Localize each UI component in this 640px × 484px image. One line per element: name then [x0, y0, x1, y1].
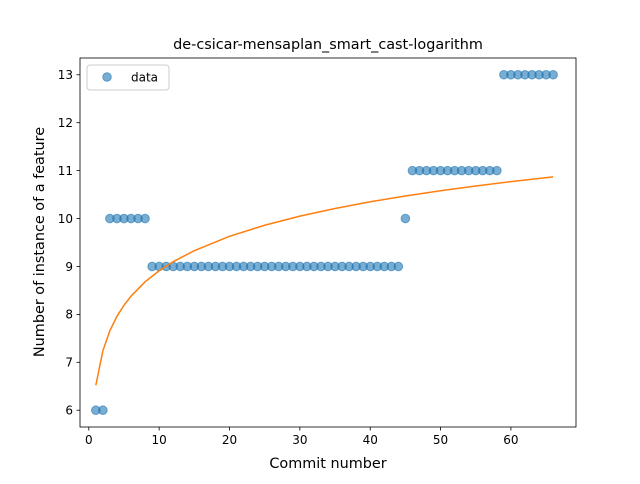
x-axis: 0 10 20 30 40 50 60	[85, 427, 519, 447]
y-tick-label: 12	[58, 116, 73, 130]
x-tick-label: 0	[85, 433, 93, 447]
legend: data	[86, 64, 170, 91]
x-tick-label: 10	[152, 433, 167, 447]
data-point	[548, 69, 558, 80]
x-tick-label: 60	[503, 433, 518, 447]
data-point	[393, 261, 404, 272]
x-tick-label: 50	[433, 433, 448, 447]
y-tick-label: 6	[65, 404, 73, 418]
data-point	[140, 213, 150, 224]
y-tick-label: 11	[58, 164, 73, 178]
plot-frame	[79, 57, 577, 428]
y-axis: 6 7 8 9 10 11 12 13	[58, 68, 80, 418]
plot-area	[79, 57, 577, 428]
y-axis-label: Number of instance of a feature	[32, 127, 48, 357]
legend-box	[86, 64, 170, 91]
y-tick-label: 10	[58, 212, 73, 226]
fit-line	[95, 176, 554, 386]
x-tick-label: 40	[363, 433, 378, 447]
x-tick-label: 20	[222, 433, 237, 447]
x-tick-label: 30	[292, 433, 307, 447]
y-tick-label: 7	[65, 356, 73, 370]
data-point	[98, 405, 108, 416]
y-tick-label: 8	[65, 308, 73, 322]
data-point	[492, 165, 502, 176]
x-axis-label: Commit number	[269, 456, 386, 472]
y-tick-label: 9	[65, 260, 73, 274]
chart-title: de-csicar-mensaplan_smart_cast-logarithm	[173, 37, 483, 53]
y-tick-label: 13	[58, 68, 73, 82]
legend-label: data	[131, 71, 158, 85]
data-point	[400, 213, 411, 224]
legend-marker	[102, 72, 112, 82]
